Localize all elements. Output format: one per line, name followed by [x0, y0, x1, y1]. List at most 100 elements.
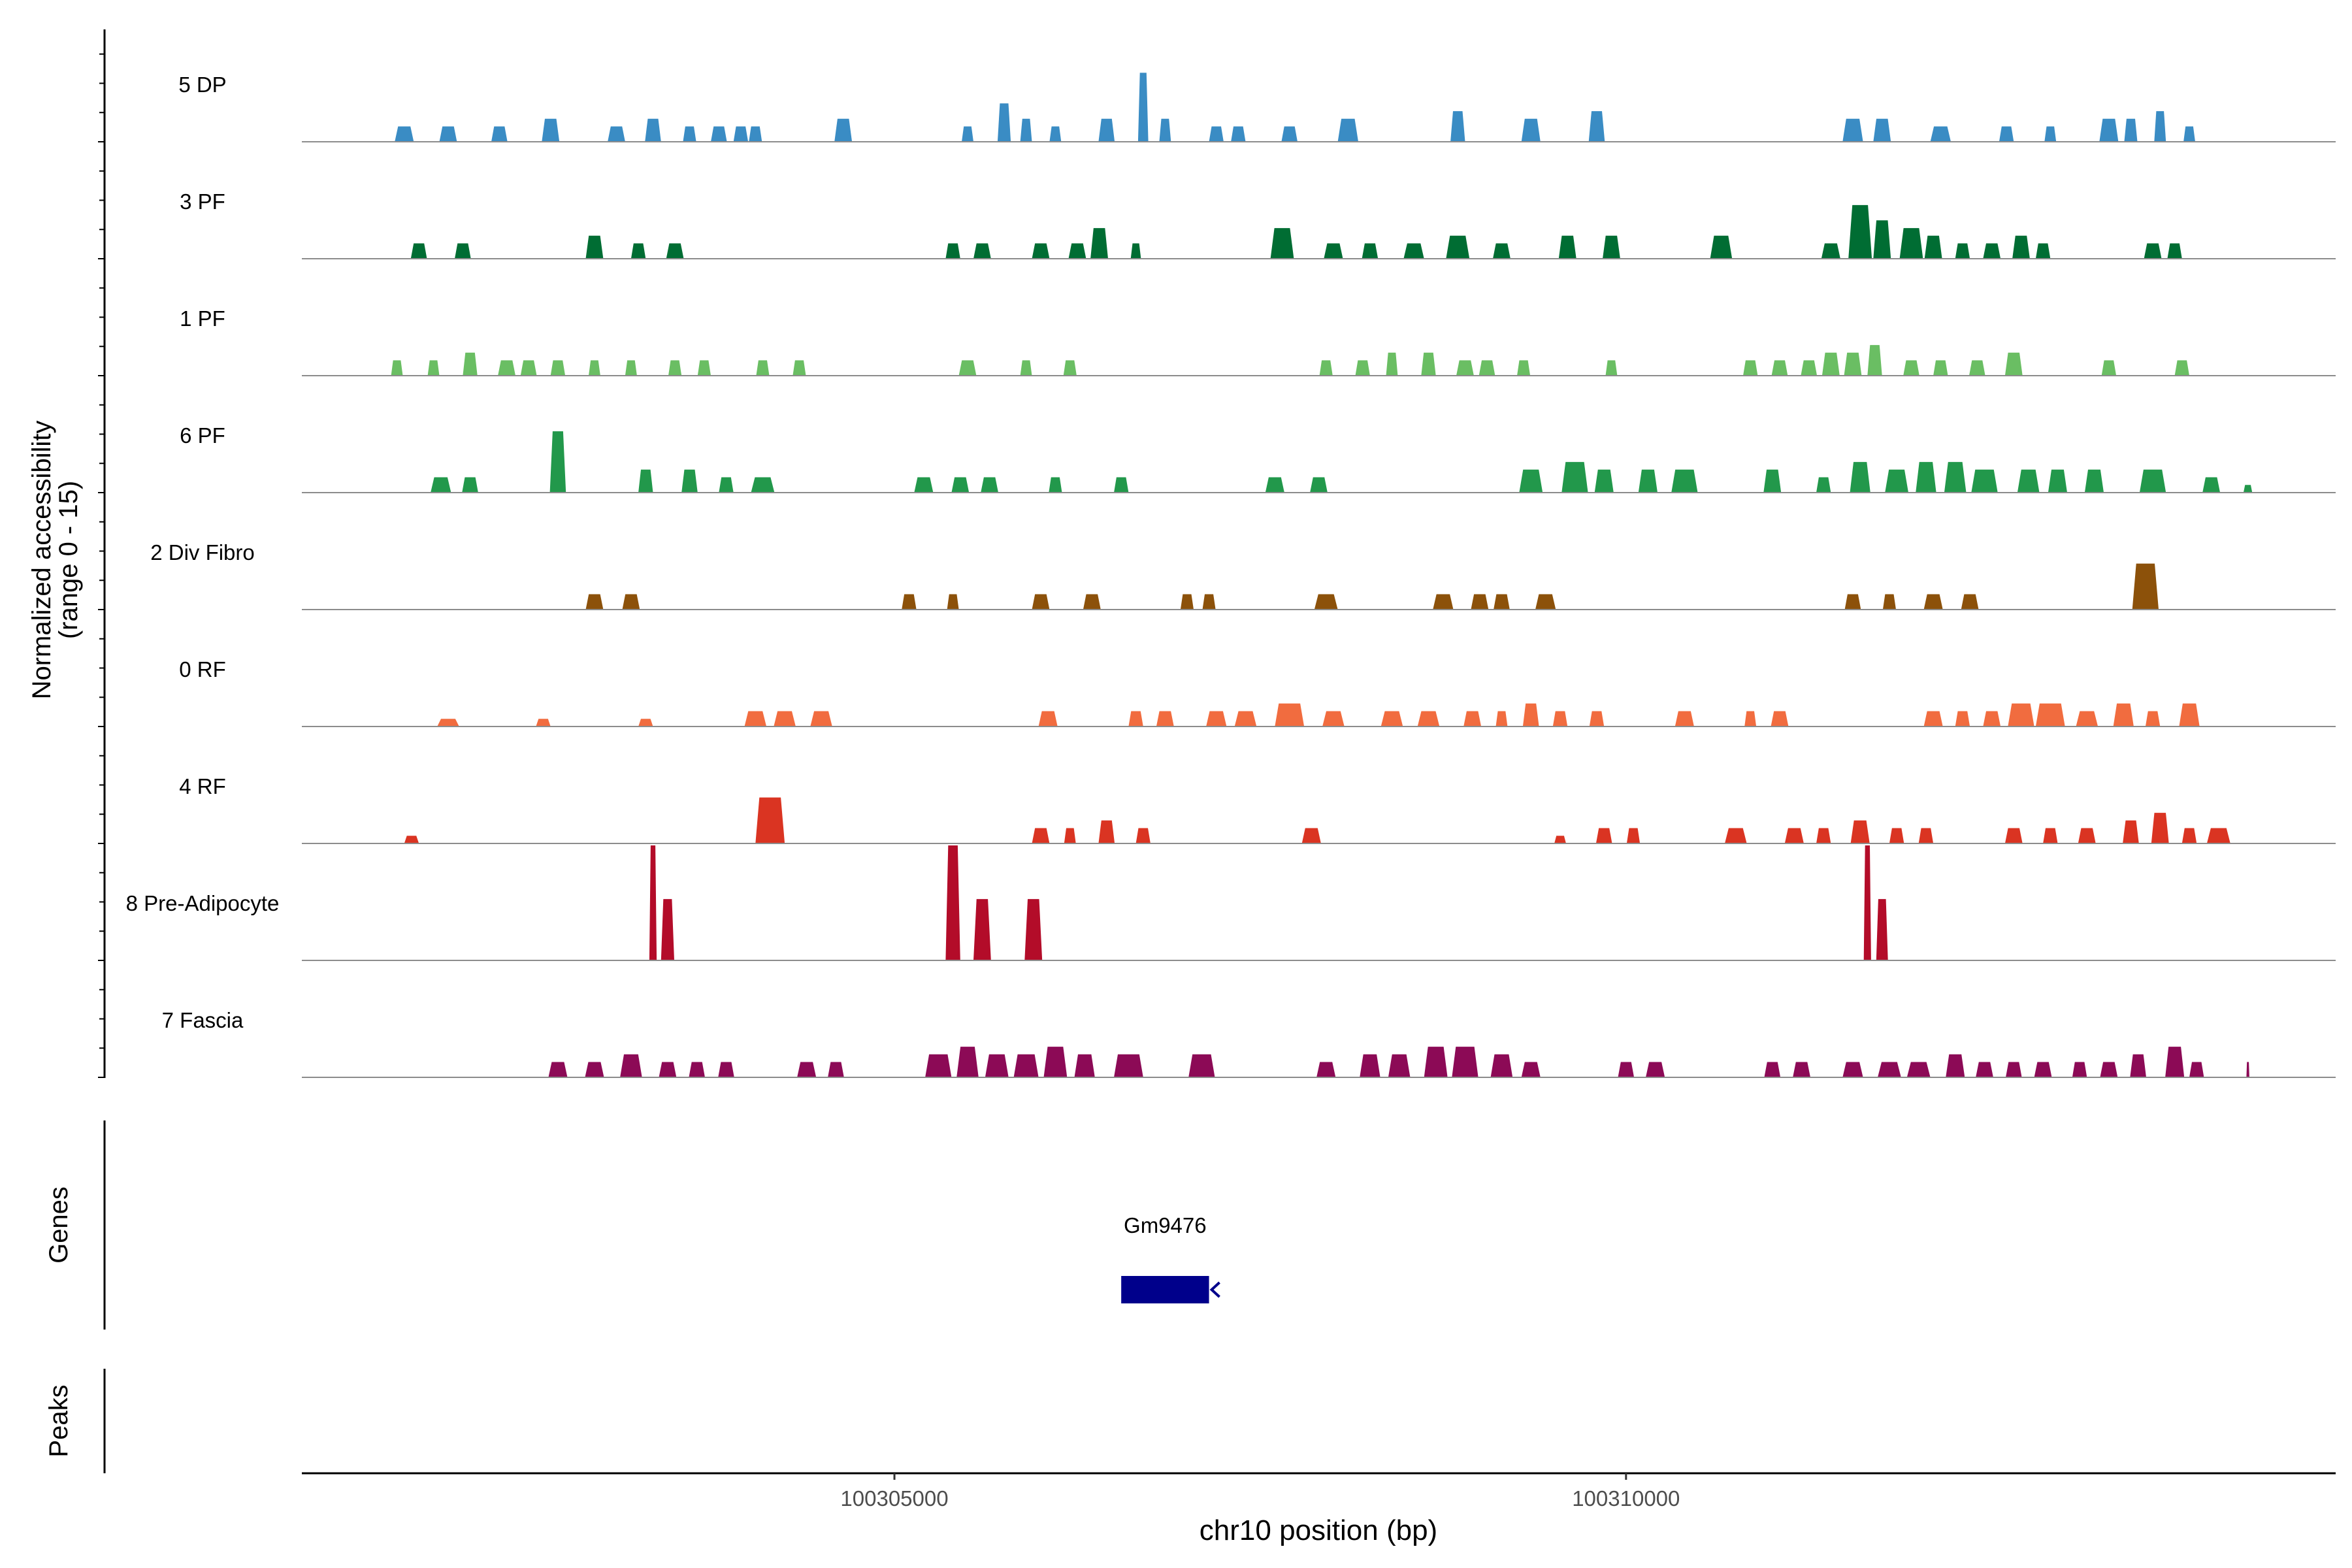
coverage-peak	[520, 360, 537, 376]
coverage-peak	[797, 1062, 817, 1077]
coverage-peak	[1933, 360, 1948, 376]
coverage-peak	[1821, 243, 1840, 259]
coverage-peak	[1424, 1047, 1448, 1077]
coverage-peak	[2004, 352, 2023, 376]
coverage-peak	[2139, 469, 2166, 493]
coverage-peak	[1961, 594, 1979, 610]
gene-strand-arrow	[1209, 1281, 1220, 1298]
coverage-peak	[1710, 235, 1733, 259]
coverage-peak	[1899, 228, 1923, 259]
coverage-peak	[1873, 220, 1891, 259]
coverage-peak	[1558, 235, 1576, 259]
coverage-peak	[774, 711, 796, 727]
coverage-peak	[1885, 469, 1908, 493]
coverage-peak	[1206, 711, 1227, 727]
coverage-peak	[1355, 360, 1370, 376]
coverage-peak	[1867, 345, 1882, 376]
coverage-peak	[1771, 711, 1789, 727]
coverage-peak	[2012, 235, 2030, 259]
coverage-peak	[1403, 243, 1424, 259]
coverage-peak	[2183, 126, 2195, 142]
coverage-peak	[2101, 360, 2117, 376]
x-tick-label: 100305000	[840, 1486, 948, 1511]
coverage-peak	[1638, 469, 1658, 493]
coverage-peak	[1360, 1054, 1380, 1077]
coverage-peak	[668, 360, 682, 376]
coverage-peak	[1626, 828, 1641, 843]
coverage-peak	[2165, 1047, 2185, 1077]
coverage-peak	[1955, 711, 1970, 727]
coverage-peak	[2246, 1062, 2249, 1077]
track-1-pf: 1 PF	[180, 306, 2336, 376]
coverage-peak	[1020, 360, 1032, 376]
coverage-peak	[1906, 1062, 1931, 1077]
coverage-peak	[1310, 477, 1328, 493]
coverage-peak	[1114, 1054, 1143, 1077]
coverage-peak	[1494, 594, 1510, 610]
coverage-peak	[945, 243, 960, 259]
coverage-peak	[536, 719, 551, 727]
coverage-peak	[1456, 360, 1474, 376]
coverage-peak	[1188, 1054, 1215, 1077]
coverage-peak	[958, 360, 977, 376]
coverage-peak	[2076, 711, 2099, 727]
coverage-peak	[645, 118, 661, 142]
coverage-peak	[549, 431, 566, 493]
coverage-peak	[2072, 1062, 2087, 1077]
coverage-peak	[498, 360, 515, 376]
coverage-peak	[1452, 1047, 1478, 1077]
coverage-peak	[2008, 703, 2034, 727]
track-label: 6 PF	[180, 423, 225, 448]
coverage-peak	[1946, 1054, 1965, 1077]
coverage-peak	[834, 118, 853, 142]
coverage-peak	[2099, 118, 2119, 142]
coverage-peak	[1863, 845, 1871, 960]
genes-panel-title: Genes	[44, 1186, 73, 1264]
coverage-peak	[1763, 469, 1782, 493]
coverage-peak	[1322, 711, 1345, 727]
coverage-peak	[1098, 820, 1115, 843]
coverage-peak	[1594, 469, 1614, 493]
coverage-peak	[2145, 711, 2161, 727]
coverage-peak	[491, 126, 508, 142]
coverage-peak	[1873, 118, 1891, 142]
coverage-peak	[1561, 462, 1588, 493]
coverage-peak	[1471, 594, 1489, 610]
x-axis-label: chr10 position (bp)	[1200, 1514, 1437, 1546]
track-0-rf: 0 RF	[179, 657, 2336, 727]
coverage-peak	[1490, 1054, 1513, 1077]
coverage-peak	[697, 360, 711, 376]
coverage-peak	[1842, 1062, 1863, 1077]
coverage-peak	[1521, 1062, 1541, 1077]
coverage-peak	[1971, 469, 1998, 493]
track-label: 5 DP	[178, 73, 226, 97]
coverage-peak	[1137, 73, 1149, 142]
track-label: 4 RF	[179, 774, 226, 798]
coverage-peak	[1983, 711, 2001, 727]
coverage-peak	[1231, 126, 1246, 142]
coverage-peak	[620, 1054, 642, 1077]
coverage-peak	[1816, 828, 1831, 843]
coverage-peak	[1605, 360, 1618, 376]
track-7-fascia: 7 Fascia	[162, 1008, 2336, 1078]
coverage-peak	[2113, 703, 2134, 727]
coverage-peak	[2123, 820, 2139, 843]
coverage-peak	[1130, 243, 1141, 259]
coverage-peak	[1020, 118, 1032, 142]
coverage-peak	[956, 1047, 979, 1077]
coverage-peak	[666, 243, 684, 259]
coverage-peak	[1595, 828, 1612, 843]
gene-body	[1121, 1276, 1209, 1303]
coverage-peak	[1589, 711, 1605, 727]
coverage-peak	[1495, 711, 1508, 727]
coverage-peak	[395, 126, 414, 142]
coverage-peak	[1844, 594, 1861, 610]
coverage-peak	[1319, 360, 1333, 376]
x-axis-ticks: 100305000 100310000	[840, 1473, 1680, 1511]
track-3-pf: 3 PF	[180, 189, 2336, 259]
coverage-peak	[1090, 228, 1108, 259]
coverage-peak	[1098, 118, 1115, 142]
coverage-peak	[751, 477, 775, 493]
coverage-peak	[1764, 1062, 1781, 1077]
coverage-peak	[2035, 703, 2065, 727]
